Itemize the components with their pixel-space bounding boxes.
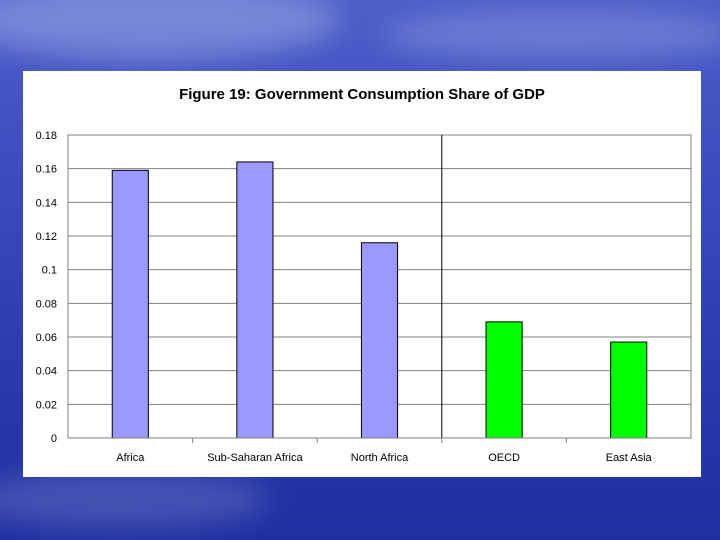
bar <box>360 242 399 439</box>
background-cloud <box>0 470 270 530</box>
y-tick-label: 0.1 <box>42 265 57 277</box>
y-tick-label: 0.18 <box>36 130 57 142</box>
chart-panel: Figure 19: Government Consumption Share … <box>23 71 701 477</box>
x-category-label: OECD <box>488 452 520 464</box>
axis-labels: 0 0.02 0.04 0.06 0.08 0.1 0.12 0.14 0.16 0.18 Afri… <box>36 130 653 464</box>
y-tick-label: 0.12 <box>36 231 57 243</box>
x-category-label: North Africa <box>351 452 409 464</box>
bar <box>485 321 523 439</box>
y-tick-label: 0.04 <box>36 366 57 378</box>
bars <box>111 161 648 439</box>
y-tick-label: 0.08 <box>36 298 57 310</box>
background-cloud <box>380 10 720 60</box>
bar-chart: Figure 19: Government Consumption Share … <box>36 86 692 464</box>
y-tick-label: 0.16 <box>36 164 57 176</box>
y-tick-label: 0.02 <box>36 399 57 411</box>
y-tick-label: 0 <box>51 433 57 445</box>
bar <box>111 169 149 439</box>
background-cloud <box>0 0 340 60</box>
x-category-label: East Asia <box>606 452 653 464</box>
chart-title: Figure 19: Government Consumption Share … <box>179 86 545 103</box>
bar <box>610 341 648 439</box>
x-category-label: Sub-Saharan Africa <box>207 452 303 464</box>
axes <box>68 135 691 443</box>
x-category-label: Africa <box>116 452 145 464</box>
y-tick-label: 0.14 <box>36 197 57 209</box>
y-tick-label: 0.06 <box>36 332 57 344</box>
bar <box>236 161 274 439</box>
